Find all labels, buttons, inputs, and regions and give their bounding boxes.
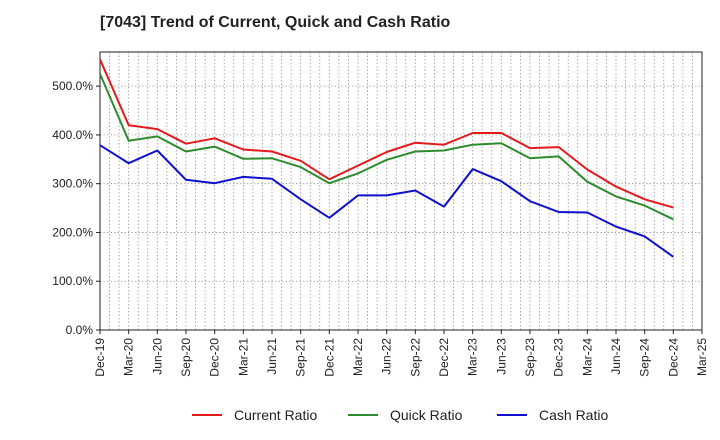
y-tick-label: 0.0%: [66, 323, 94, 337]
y-tick-label: 300.0%: [52, 177, 93, 191]
x-tick-label: Sep-23: [523, 338, 537, 377]
y-tick-label: 400.0%: [52, 128, 93, 142]
axis-layer: Dec-19 Mar-20 Jun-20 Sep-20 Dec-20 Mar-21 Jun-…: [52, 79, 709, 377]
y-tick-label: 200.0%: [52, 225, 93, 239]
grid-layer: [100, 52, 702, 330]
x-tick-label: Jun-24: [609, 338, 623, 375]
x-tick-label: Mar-20: [122, 338, 136, 376]
x-tick-label: Dec-22: [437, 338, 451, 377]
x-tick-label: Sep-21: [294, 338, 308, 377]
x-tick-label: Dec-20: [208, 338, 222, 377]
x-tick-label: Mar-21: [236, 338, 250, 376]
x-tick-label: Mar-23: [466, 338, 480, 376]
y-tick-label: 100.0%: [52, 274, 93, 288]
x-tick-label: Dec-19: [93, 338, 107, 377]
plot-frame: [100, 52, 702, 330]
legend-label: Current Ratio: [234, 407, 317, 423]
legend: Current Ratio Quick Ratio Cash Ratio: [192, 407, 608, 423]
y-tick-label: 500.0%: [52, 79, 93, 93]
x-tick-label: Dec-21: [322, 338, 336, 377]
legend-label: Quick Ratio: [390, 407, 463, 423]
x-tick-label: Sep-24: [638, 338, 652, 377]
x-tick-label: Jun-22: [380, 338, 394, 375]
x-tick-label: Jun-23: [494, 338, 508, 375]
x-tick-label: Sep-20: [179, 338, 193, 377]
x-tick-label: Sep-22: [408, 338, 422, 377]
x-tick-label: Mar-25: [695, 338, 709, 376]
x-tick-label: Jun-20: [150, 338, 164, 375]
legend-label: Cash Ratio: [539, 407, 608, 423]
x-tick-label: Dec-23: [552, 338, 566, 377]
line-chart: Dec-19 Mar-20 Jun-20 Sep-20 Dec-20 Mar-21 Jun-…: [0, 0, 720, 440]
x-tick-label: Jun-21: [265, 338, 279, 375]
x-tick-label: Mar-24: [580, 338, 594, 376]
x-tick-label: Dec-24: [666, 338, 680, 377]
x-tick-label: Mar-22: [351, 338, 365, 376]
